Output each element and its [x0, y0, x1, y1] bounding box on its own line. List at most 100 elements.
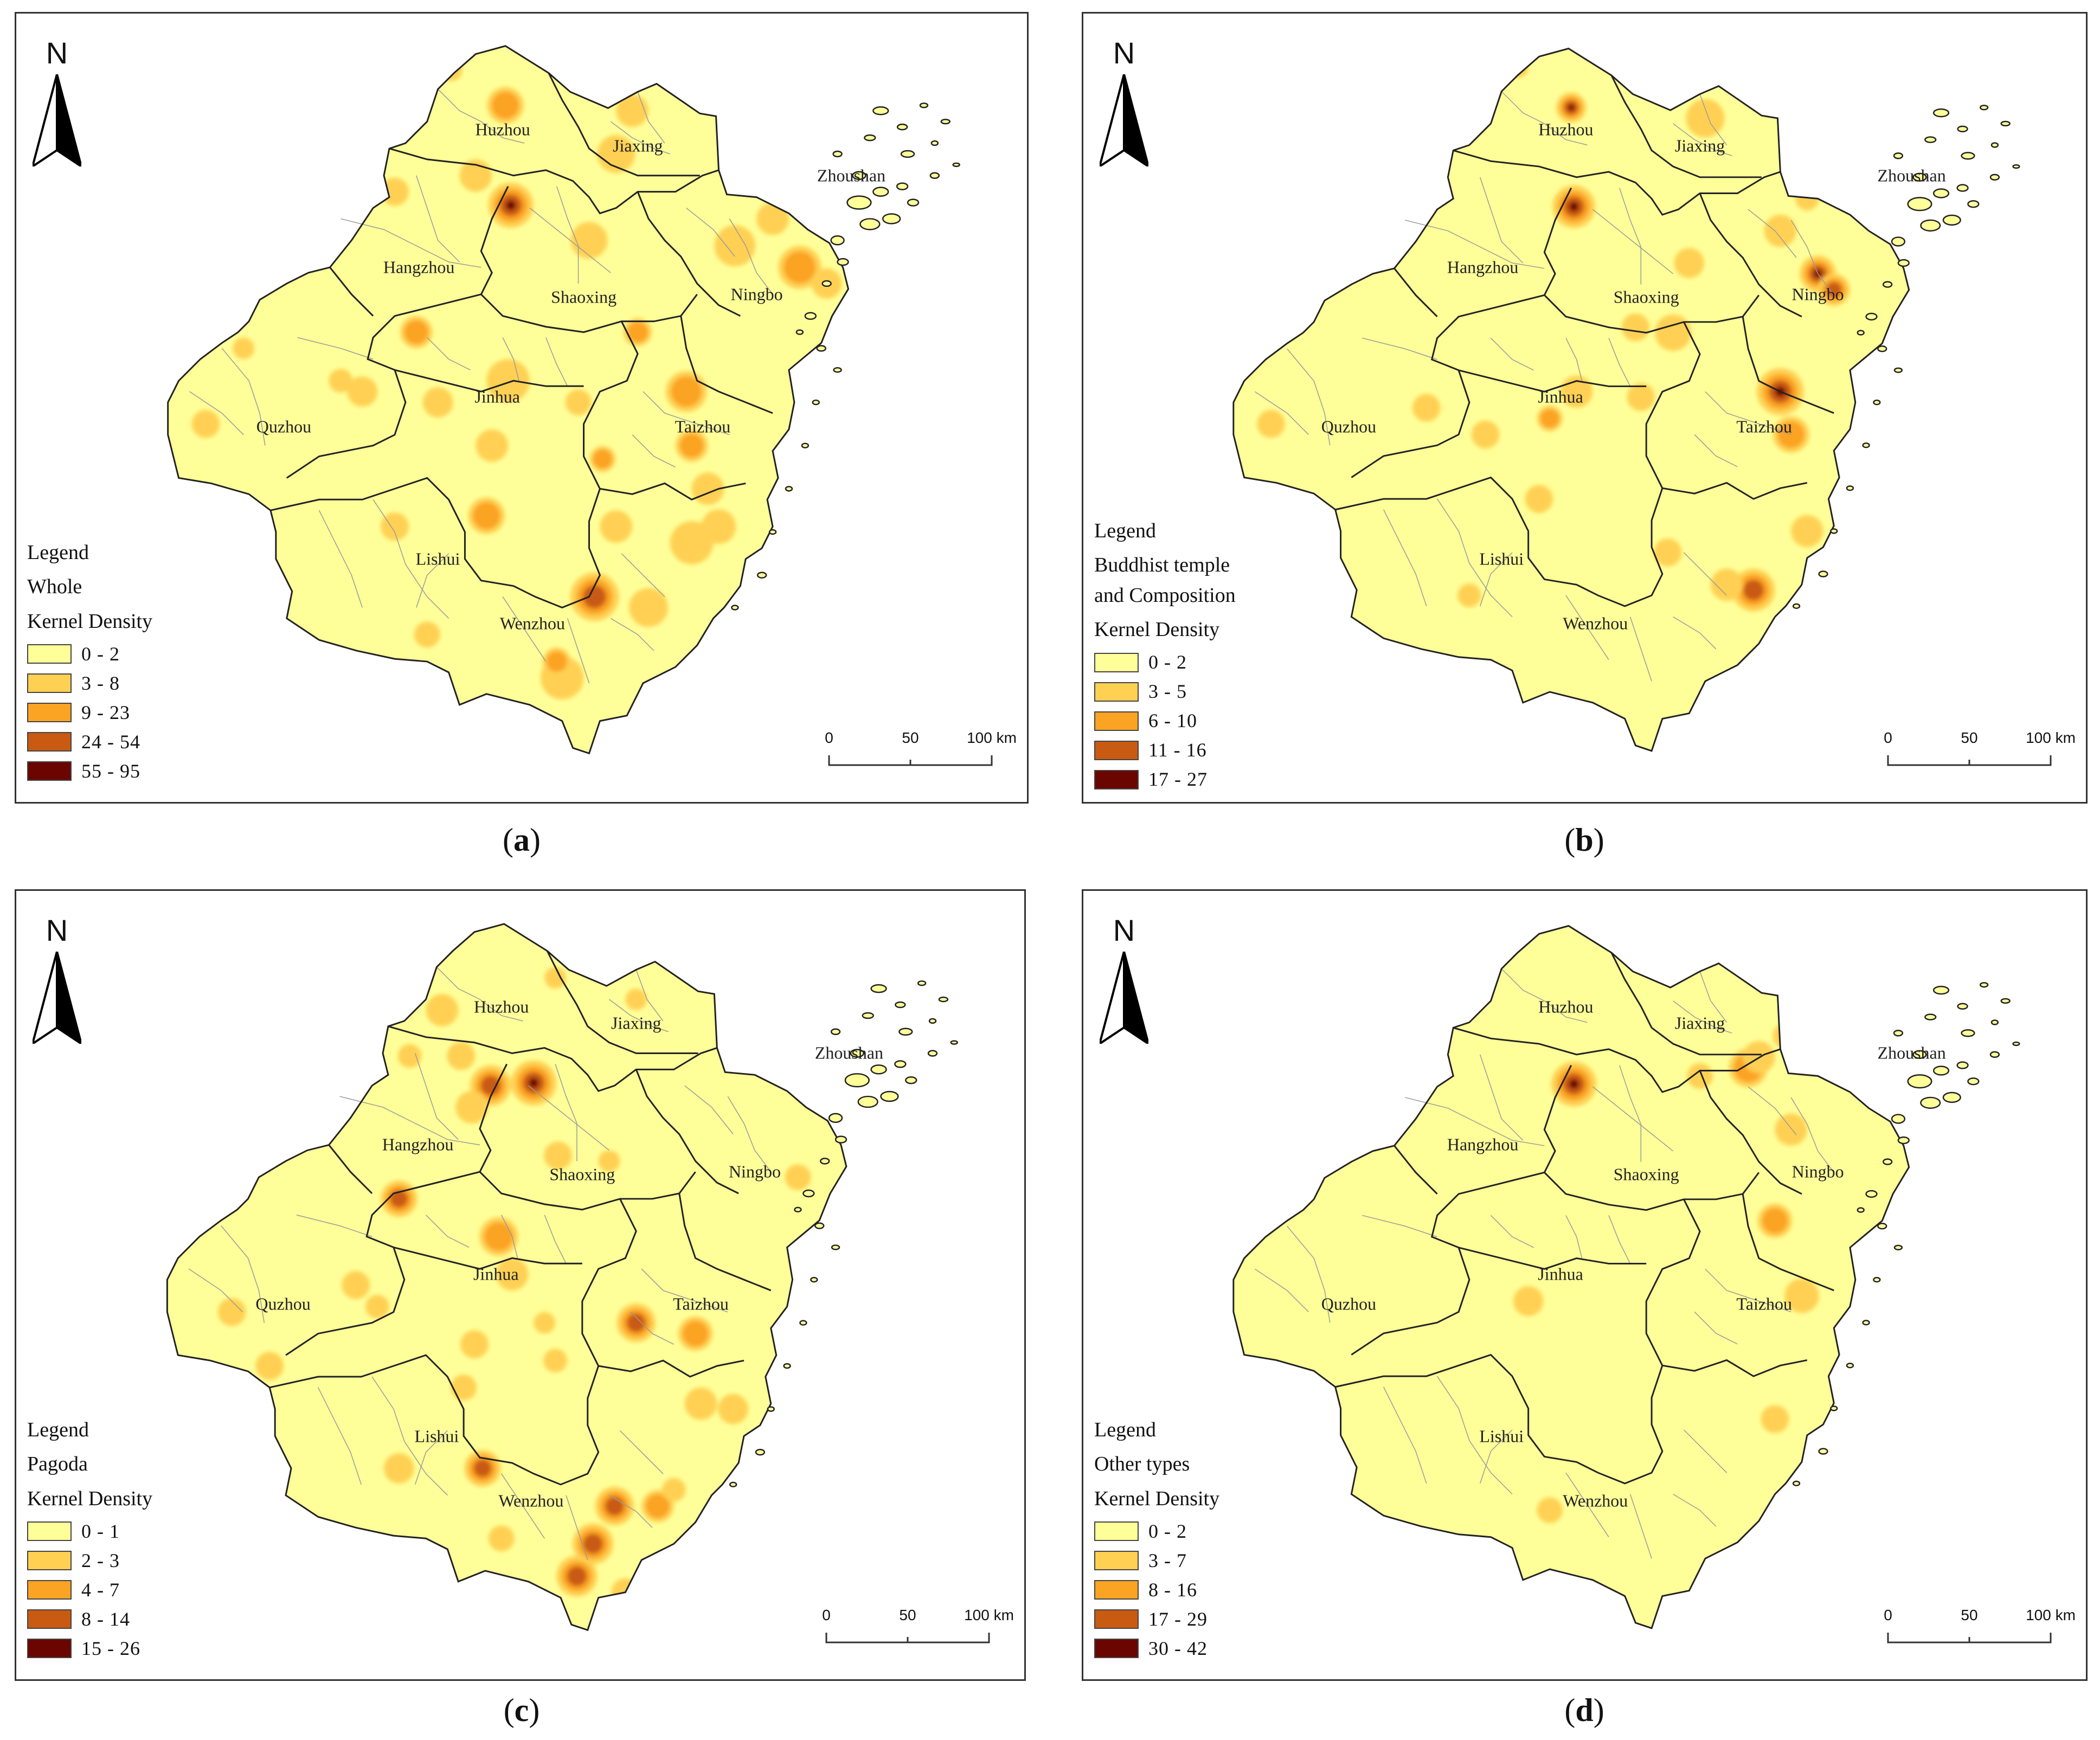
island — [870, 1064, 887, 1075]
legend-class-row: 11 - 16 — [1094, 736, 1236, 765]
island — [830, 235, 845, 246]
density-hotspot — [1540, 409, 1559, 428]
county-boundary — [1490, 1215, 1534, 1248]
city-label: Quzhou — [1321, 416, 1377, 436]
island — [837, 258, 849, 266]
county-boundary — [684, 1085, 734, 1135]
island — [821, 280, 832, 287]
island — [767, 1406, 775, 1412]
city-boundary — [393, 1246, 582, 1270]
legend-class-label: 11 - 16 — [1148, 739, 1207, 761]
city-boundary — [1645, 322, 1808, 500]
island — [1967, 1077, 1980, 1086]
island — [1857, 1207, 1865, 1213]
city-label: Quzhou — [256, 416, 312, 436]
island — [729, 1481, 737, 1488]
density-hotspot — [422, 387, 453, 418]
island — [859, 218, 881, 230]
density-hotspot — [440, 59, 463, 81]
island — [882, 213, 901, 224]
island — [833, 367, 842, 373]
density-hotspot — [476, 429, 509, 462]
density-hotspot — [1513, 1286, 1544, 1317]
caption-c: (c) — [503, 1692, 540, 1728]
city-boundary — [1453, 1026, 1781, 1093]
county-boundary — [566, 1495, 588, 1561]
density-hotspot — [616, 94, 649, 127]
legend-swatch — [27, 1639, 72, 1659]
city-boundary — [329, 267, 374, 317]
legend-swatch — [1094, 769, 1139, 789]
island — [1989, 174, 2000, 181]
density-hotspot — [1569, 1079, 1579, 1089]
county-boundary — [1673, 616, 1717, 650]
island — [852, 171, 866, 180]
city-label: Quzhou — [1321, 1294, 1377, 1314]
county-boundary — [1673, 1493, 1717, 1527]
city-boundary — [270, 477, 601, 609]
city-label: Shaoxing — [1613, 287, 1679, 307]
density-hotspot — [484, 1222, 513, 1251]
island — [783, 1363, 791, 1369]
legend-class-row: 55 - 95 — [27, 756, 152, 786]
city-boundary — [269, 1354, 600, 1486]
density-hotspot — [473, 502, 500, 530]
map-panel-a: N Huzhou Jiaxing Zhoushan Hangzhou Shaoxing N… — [15, 12, 1029, 804]
county-boundary — [1383, 509, 1427, 607]
county-boundary — [1608, 1215, 1631, 1264]
legend-class-label: 8 - 14 — [81, 1608, 130, 1630]
county-boundary — [635, 969, 664, 1022]
density-hotspots — [217, 967, 811, 1607]
county-boundary — [643, 391, 730, 435]
island — [870, 984, 887, 993]
density-hotspot — [544, 1141, 572, 1170]
city-label: Wenzhou — [1563, 613, 1628, 633]
island — [801, 442, 810, 448]
county-boundary — [1565, 1215, 1583, 1259]
county-boundary — [637, 92, 665, 144]
island — [929, 172, 940, 179]
legend-swatch — [27, 1521, 72, 1542]
island — [1891, 1114, 1906, 1124]
island — [812, 399, 820, 406]
density-hotspot — [701, 509, 736, 544]
county-boundary — [1383, 1386, 1427, 1484]
density-hotspot — [1654, 538, 1682, 567]
island — [1942, 1091, 1961, 1103]
density-hotspot — [381, 512, 409, 541]
legend: Legend Buddhist temple and Composition K… — [1094, 518, 1236, 794]
legend-swatch — [1094, 1580, 1139, 1600]
island — [1956, 184, 1969, 192]
island — [1830, 528, 1838, 534]
legend-class-row: 3 - 8 — [27, 669, 152, 698]
legend-swatch — [1094, 1609, 1139, 1629]
county-boundary — [528, 1085, 609, 1151]
county-boundary — [501, 1215, 518, 1259]
province-boundary — [166, 923, 847, 1632]
density-hotspot — [1621, 313, 1650, 342]
city-boundary — [1335, 1353, 1664, 1485]
density-hotspot — [1775, 1113, 1807, 1146]
island — [795, 329, 804, 335]
legend-swatch — [1094, 711, 1139, 731]
legend-title: Legend — [27, 541, 89, 564]
island — [844, 1073, 870, 1088]
county-boundary — [619, 1430, 664, 1474]
north-letter: N — [46, 36, 68, 70]
city-boundary — [637, 191, 741, 317]
island — [1893, 367, 1903, 373]
island — [1873, 1276, 1881, 1283]
density-hotspot — [1791, 515, 1823, 548]
density-hotspot — [1762, 1208, 1788, 1234]
density-hotspot — [460, 1330, 489, 1359]
county-boundary — [621, 553, 665, 598]
city-label: Jinhua — [473, 1264, 519, 1284]
island — [1893, 152, 1904, 159]
county-boundary — [1699, 971, 1727, 1023]
island — [799, 1320, 807, 1326]
legend-class-label: 4 - 7 — [81, 1578, 120, 1601]
density-hotspot — [600, 510, 633, 543]
island — [1818, 1448, 1828, 1455]
county-boundary — [1592, 209, 1674, 274]
city-boundary — [1543, 187, 1760, 334]
